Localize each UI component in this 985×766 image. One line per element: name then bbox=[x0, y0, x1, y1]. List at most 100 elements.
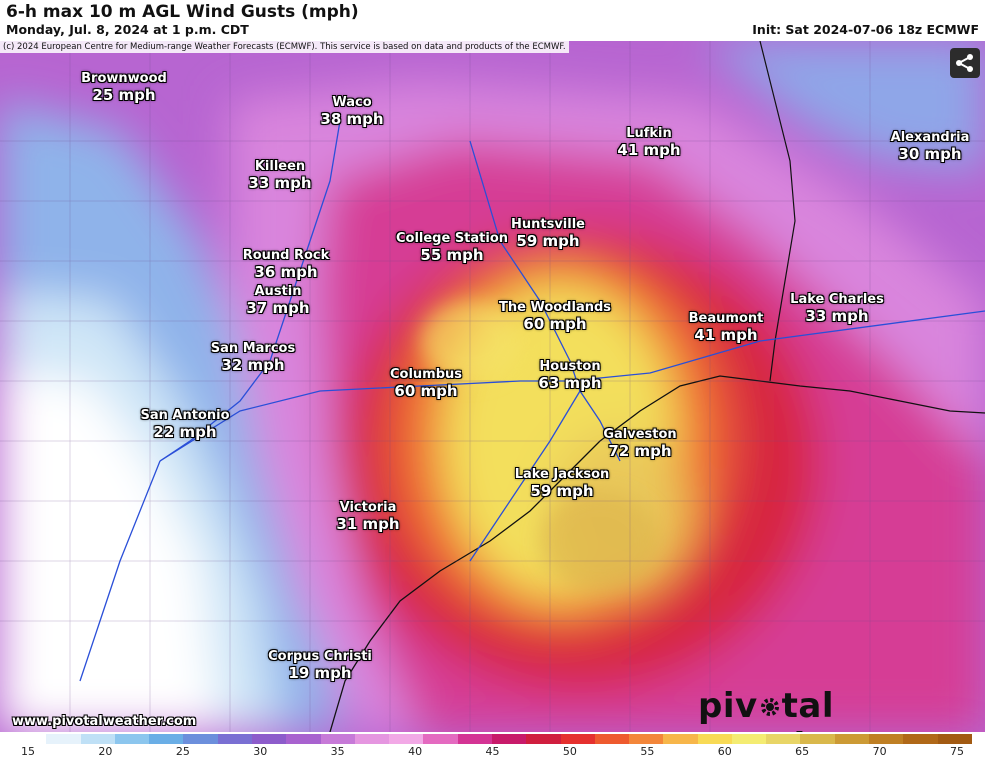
colorbar-swatch bbox=[46, 734, 81, 744]
city-name: Galveston bbox=[603, 427, 677, 442]
city-label-san-antonio: San Antonio 22 mph bbox=[140, 408, 230, 441]
colorbar-swatch bbox=[766, 734, 801, 744]
colorbar-swatch bbox=[354, 734, 390, 744]
city-name: Round Rock bbox=[242, 248, 330, 263]
colorbar-swatch bbox=[526, 734, 561, 744]
city-name: College Station bbox=[395, 231, 509, 246]
city-label-lufkin: Lufkin 41 mph bbox=[617, 126, 681, 159]
city-value: 25 mph bbox=[92, 85, 156, 104]
city-label-columbus: Columbus 60 mph bbox=[389, 367, 463, 400]
city-value: 32 mph bbox=[221, 355, 285, 374]
city-value: 60 mph bbox=[394, 381, 458, 400]
map-canvas bbox=[0, 41, 985, 732]
share-icon bbox=[956, 54, 973, 72]
colorbar-swatch bbox=[217, 734, 252, 744]
website-url[interactable]: www.pivotalweather.com bbox=[12, 714, 197, 729]
legend-tick-label: 65 bbox=[795, 745, 810, 758]
colorbar bbox=[12, 734, 972, 744]
city-label-alexandria: Alexandria 30 mph bbox=[890, 130, 970, 163]
city-value: 22 mph bbox=[153, 422, 217, 441]
city-label-beaumont: Beaumont 41 mph bbox=[689, 311, 764, 344]
colorbar-swatch bbox=[903, 734, 938, 744]
share-button[interactable] bbox=[950, 48, 980, 78]
city-value: 38 mph bbox=[320, 109, 384, 128]
copyright-notice: (c) 2024 European Centre for Medium-rang… bbox=[0, 41, 569, 53]
city-value: 37 mph bbox=[246, 298, 310, 317]
colorbar-swatch bbox=[663, 734, 698, 744]
legend-tick-label: 20 bbox=[98, 745, 113, 758]
gear-icon bbox=[758, 686, 782, 726]
legend-tick-label: 60 bbox=[717, 745, 732, 758]
city-value: 59 mph bbox=[530, 481, 594, 500]
city-label-lake-charles: Lake Charles 33 mph bbox=[790, 292, 884, 325]
colorbar-swatch bbox=[731, 734, 767, 744]
colorbar-swatch bbox=[629, 734, 664, 744]
colorbar-swatch bbox=[560, 734, 595, 744]
legend-tick-label: 30 bbox=[253, 745, 268, 758]
city-name: San Marcos bbox=[210, 341, 296, 356]
city-value: 30 mph bbox=[898, 144, 962, 163]
city-label-the-woodlands: The Woodlands 60 mph bbox=[499, 300, 611, 333]
colorbar-swatch bbox=[937, 734, 972, 744]
city-value: 41 mph bbox=[694, 325, 758, 344]
legend-tick-label: 70 bbox=[872, 745, 887, 758]
colorbar-swatch bbox=[286, 734, 321, 744]
city-label-galveston: Galveston 72 mph bbox=[603, 427, 677, 460]
colorbar-swatch bbox=[114, 734, 150, 744]
city-name: Brownwood bbox=[81, 71, 167, 86]
header: 6-h max 10 m AGL Wind Gusts (mph) Monday… bbox=[0, 0, 985, 41]
city-name: Victoria bbox=[339, 500, 397, 515]
city-label-houston: Houston 63 mph bbox=[538, 359, 602, 392]
legend-tick-label: 25 bbox=[175, 745, 190, 758]
city-value: 41 mph bbox=[617, 140, 681, 159]
legend-tick-label: 35 bbox=[330, 745, 345, 758]
city-name: Lake Charles bbox=[790, 292, 884, 307]
colorbar-swatch bbox=[594, 734, 630, 744]
valid-time: Monday, Jul. 8, 2024 at 1 p.m. CDT bbox=[6, 22, 249, 37]
state-border bbox=[759, 41, 796, 382]
map-title: 6-h max 10 m AGL Wind Gusts (mph) bbox=[6, 2, 359, 22]
city-name: Alexandria bbox=[890, 130, 970, 145]
city-label-san-marcos: San Marcos 32 mph bbox=[210, 341, 296, 374]
colorbar-swatch bbox=[12, 734, 47, 744]
city-name: Huntsville bbox=[510, 217, 586, 232]
legend-tick-label: 45 bbox=[485, 745, 500, 758]
city-label-round-rock: Round Rock 36 mph bbox=[242, 248, 330, 281]
legend-tick-label: 40 bbox=[408, 745, 423, 758]
colorbar-swatch bbox=[869, 734, 904, 744]
colorbar-swatch bbox=[834, 734, 870, 744]
county-lines bbox=[0, 41, 985, 732]
city-label-waco: Waco 38 mph bbox=[320, 95, 384, 128]
init-time: Init: Sat 2024-07-06 18z ECMWF bbox=[752, 22, 979, 37]
colorbar-swatch bbox=[457, 734, 492, 744]
city-label-austin: Austin 37 mph bbox=[246, 284, 310, 317]
colorbar-swatch bbox=[320, 734, 355, 744]
city-name: Houston bbox=[539, 359, 601, 374]
brand-text-left: piv bbox=[698, 686, 758, 726]
colorbar-swatch bbox=[183, 734, 218, 744]
city-value: 63 mph bbox=[538, 373, 602, 392]
city-value: 31 mph bbox=[336, 514, 400, 533]
city-value: 60 mph bbox=[523, 314, 587, 333]
colorbar-swatch bbox=[800, 734, 835, 744]
city-label-lake-jackson: Lake Jackson 59 mph bbox=[515, 467, 610, 500]
city-name: Austin bbox=[254, 284, 302, 299]
city-name: San Antonio bbox=[140, 408, 230, 423]
coastline bbox=[329, 375, 985, 732]
highways bbox=[79, 120, 985, 682]
colorbar-swatch bbox=[251, 734, 287, 744]
city-value: 59 mph bbox=[516, 231, 580, 250]
city-name: Columbus bbox=[389, 367, 463, 382]
legend-ticks: 15 20 25 30 35 40 45 50 55 60 65 70 75 bbox=[0, 745, 985, 759]
city-label-victoria: Victoria 31 mph bbox=[336, 500, 400, 533]
city-value: 72 mph bbox=[608, 441, 672, 460]
city-value: 36 mph bbox=[254, 262, 318, 281]
wind-gust-map[interactable] bbox=[0, 41, 985, 732]
city-value: 55 mph bbox=[420, 245, 484, 264]
city-name: Corpus Christi bbox=[268, 649, 372, 664]
city-name: Lufkin bbox=[626, 126, 672, 141]
color-legend: 15 20 25 30 35 40 45 50 55 60 65 70 75 bbox=[0, 732, 985, 761]
city-value: 33 mph bbox=[805, 306, 869, 325]
city-label-huntsville: Huntsville 59 mph bbox=[510, 217, 586, 250]
city-name: Waco bbox=[332, 95, 372, 110]
